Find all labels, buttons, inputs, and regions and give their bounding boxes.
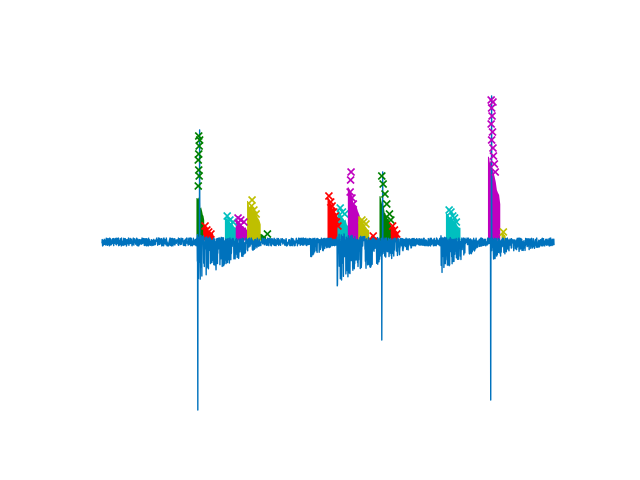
peak-group-14	[445, 213, 461, 241]
peak-marker-6-6	[333, 221, 343, 231]
peak-markers-layer	[194, 95, 508, 241]
peak-marker-8-3	[347, 193, 357, 203]
peak-marker-14-3	[450, 213, 459, 223]
peak-marker-14-1	[446, 207, 456, 217]
peak-marker-15-1	[488, 97, 498, 107]
peak-marker-8-4	[349, 199, 358, 209]
peak-marker-0-2	[195, 141, 204, 151]
peak-marker-12-1	[386, 215, 395, 225]
peak-marker-15-3	[488, 111, 497, 121]
peak-marker-11-0	[377, 171, 386, 181]
peak-marker-6-2	[328, 201, 337, 211]
peak-marker-16-0	[499, 227, 508, 237]
peak-marker-6-0	[324, 191, 333, 201]
peak-marker-8-1	[346, 175, 355, 185]
peak-marker-5-0	[263, 229, 272, 239]
peak-marker-12-0	[385, 209, 394, 219]
peak-marker-15-5	[488, 127, 497, 137]
peak-marker-1-0	[200, 221, 210, 231]
peak-marker-6-4	[331, 211, 340, 221]
peak-marker-0-4	[194, 155, 203, 165]
peak-marker-4-2	[249, 205, 258, 215]
peak-marker-6-3	[329, 207, 338, 217]
peak-marker-8-0	[346, 167, 356, 177]
peak-marker-15-6	[487, 135, 496, 145]
peak-marker-8-2	[346, 187, 355, 197]
peak-marker-8-5	[347, 209, 356, 219]
peak-marker-11-3	[382, 199, 391, 209]
peak-marker-10-0	[369, 231, 378, 241]
peak-marker-11-1	[379, 179, 388, 189]
peak-marker-11-2	[380, 189, 390, 199]
peak-marker-7-2	[340, 209, 349, 219]
peak-marker-14-4	[452, 217, 461, 227]
peak-marker-4-3	[252, 209, 261, 219]
peak-marker-15-4	[487, 119, 496, 129]
peak-group-4	[247, 200, 261, 241]
peak-marker-0-6	[195, 171, 204, 181]
peak-marker-9-2	[361, 219, 371, 229]
peak-marker-1-3	[206, 229, 215, 239]
peak-marker-3-2	[239, 217, 248, 227]
signal-line	[101, 95, 555, 411]
peak-marker-15-9	[490, 159, 499, 169]
peak-marker-15-7	[488, 143, 498, 153]
peak-marker-0-7	[194, 181, 203, 191]
peak-marker-15-2	[487, 103, 496, 113]
peak-marker-15-10	[491, 167, 500, 177]
peak-marker-2-0	[223, 211, 232, 221]
peak-marker-15-8	[489, 151, 498, 161]
peak-marker-4-1	[247, 201, 256, 211]
peak-marker-13-1	[390, 225, 399, 235]
peak-marker-13-2	[392, 229, 401, 239]
peak-marker-7-0	[336, 203, 345, 213]
peak-marker-13-0	[388, 221, 397, 231]
